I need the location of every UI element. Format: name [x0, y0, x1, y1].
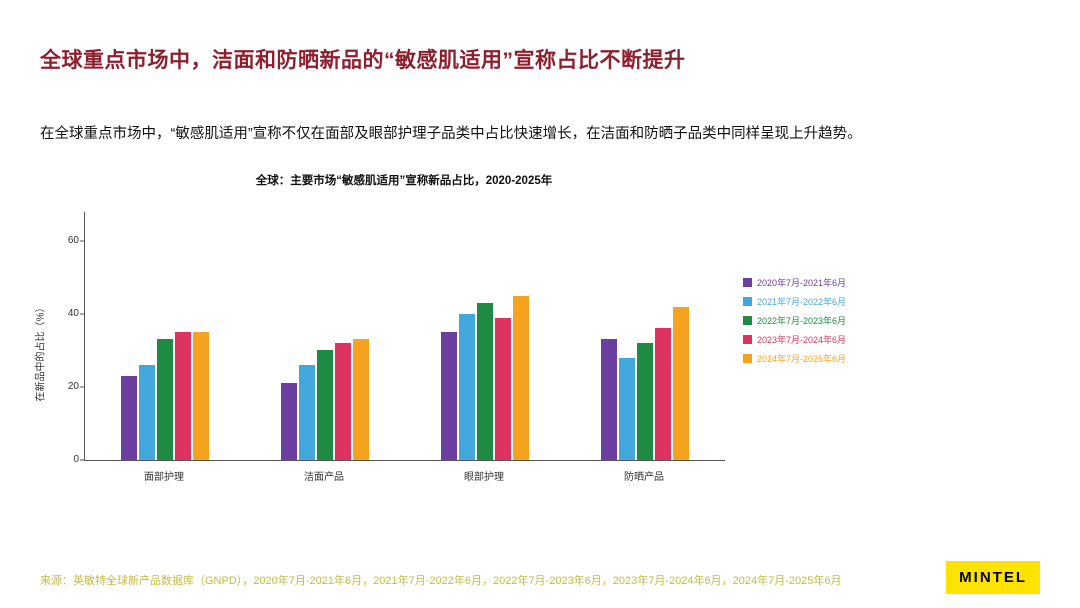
y-tick-label: 20 — [67, 380, 79, 392]
chart-area: 在新品中的占比（%） 全球：主要市场“敏感肌适用”宣称新品占比，2020-202… — [30, 172, 1080, 483]
chart-title: 全球：主要市场“敏感肌适用”宣称新品占比，2020-2025年 — [255, 174, 553, 187]
bar-group-1 — [85, 212, 245, 460]
legend-item: 2022年7月-2023年6月 — [743, 314, 846, 327]
legend-label: 2024年7月-2025年6月 — [757, 353, 847, 364]
legend-label: 2022年7月-2023年6月 — [757, 315, 847, 326]
y-tick-label: 40 — [67, 307, 79, 319]
x-axis-label: 洁面产品 — [304, 471, 344, 483]
x-axis-label: 眼部护理 — [464, 471, 504, 483]
bar — [495, 317, 511, 460]
y-tick-mark — [80, 313, 85, 315]
bar — [619, 357, 635, 460]
mintel-logo: MINTEL — [946, 561, 1040, 594]
bar — [655, 328, 671, 460]
x-axis-label: 防晒产品 — [624, 471, 664, 483]
x-axis-label: 面部护理 — [144, 471, 184, 483]
y-tick-label: 0 — [73, 453, 79, 465]
legend: 2020年7月-2021年6月 2021年7月-2022年6月 2022年7月-20… — [743, 276, 846, 371]
bar — [637, 343, 653, 460]
y-tick-mark — [80, 386, 85, 388]
legend-label: 2023年7月-2024年6月 — [757, 334, 847, 345]
chart: 在新品中的占比（%） 全球：主要市场“敏感肌适用”宣称新品占比，2020-202… — [30, 172, 1080, 483]
y-axis: 在新品中的占比（%） — [30, 228, 48, 476]
x-axis-labels: 面部护理 洁面产品 眼部护理 防晒产品 — [84, 461, 724, 483]
bar — [299, 364, 315, 460]
legend-item: 2024年7月-2025年6月 — [743, 352, 846, 365]
slide-body: 在全球重点市场中，“敏感肌适用”宣称不仅在面部及眼部护理子品类中占比快速增长，在… — [40, 126, 862, 142]
bar — [193, 332, 209, 460]
legend-label: 2021年7月-2022年6月 — [757, 296, 847, 307]
y-axis-label: 在新品中的占比（%） — [35, 302, 47, 402]
legend-item: 2020年7月-2021年6月 — [743, 276, 846, 289]
bar — [601, 339, 617, 460]
legend-swatch — [743, 296, 752, 306]
bar — [477, 302, 493, 460]
bar-group-4 — [565, 212, 725, 460]
bar — [157, 339, 173, 460]
legend-swatch — [743, 334, 752, 344]
bar — [175, 332, 191, 460]
bar — [139, 364, 155, 460]
y-tick-label: 60 — [67, 234, 79, 246]
legend-swatch — [743, 353, 752, 363]
bar — [317, 350, 333, 460]
plot-column: 全球：主要市场“敏感肌适用”宣称新品占比，2020-2025年 0 20 40 60 … — [68, 172, 725, 483]
bar — [441, 332, 457, 460]
bar — [673, 306, 689, 460]
bar — [513, 295, 529, 460]
y-tick-mark — [80, 240, 85, 242]
slide-title: 全球重点市场中，洁面和防晒新品的“敏感肌适用”宣称占比不断提升 — [40, 49, 686, 72]
legend-item: 2023年7月-2024年6月 — [743, 333, 846, 346]
legend-item: 2021年7月-2022年6月 — [743, 295, 846, 308]
bar — [335, 343, 351, 460]
source-note: 来源：英敏特全球新产品数据库（GNPD），2020年7月-2021年6月，202… — [40, 575, 842, 587]
legend-label: 2020年7月-2021年6月 — [757, 277, 847, 288]
footer: 来源：英敏特全球新产品数据库（GNPD），2020年7月-2021年6月，202… — [40, 561, 1040, 594]
bar — [459, 313, 475, 460]
bar — [281, 383, 297, 460]
bar-group-2 — [245, 212, 405, 460]
plot-area: 0 20 40 60 — [68, 211, 725, 464]
legend-swatch — [743, 277, 752, 287]
legend-swatch — [743, 315, 752, 325]
bar — [353, 339, 369, 460]
bar — [121, 375, 137, 460]
bar-group-3 — [405, 212, 565, 460]
y-tick-mark — [80, 459, 85, 461]
bar-groups — [85, 212, 725, 460]
